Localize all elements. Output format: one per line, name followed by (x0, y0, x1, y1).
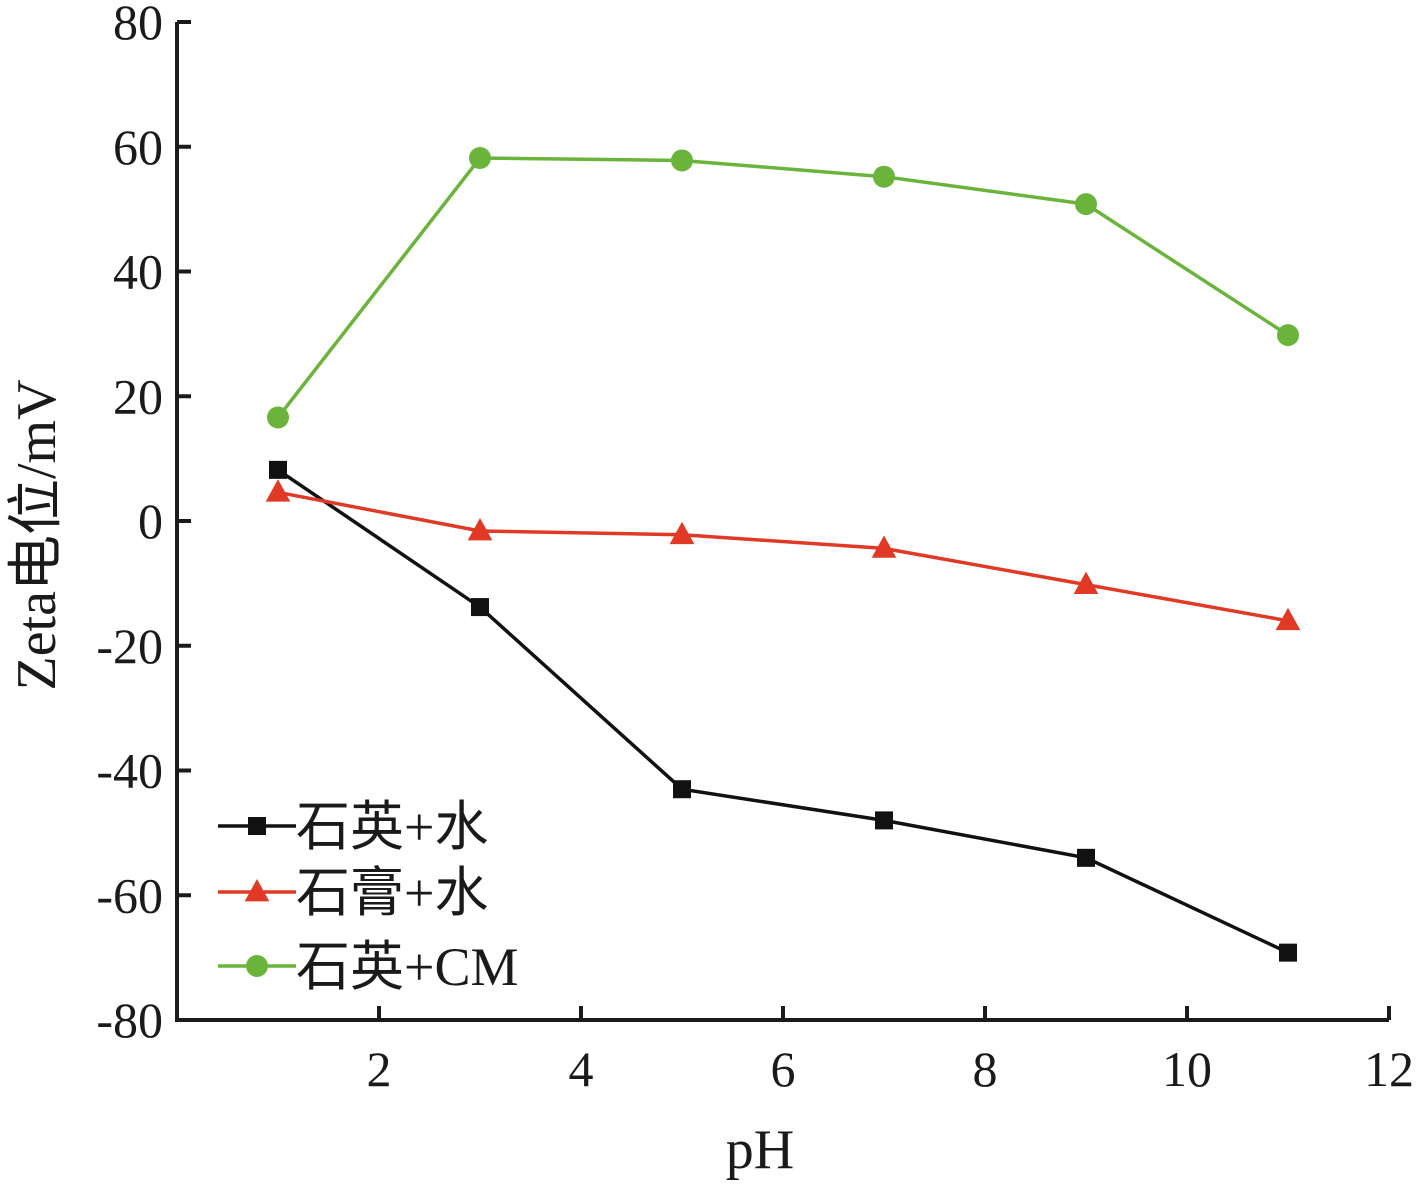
legend-marker (248, 817, 266, 835)
data-point-quartz-cm (873, 165, 895, 188)
data-point-quartz-cm (1075, 193, 1097, 216)
x-tick-label: 12 (1364, 1041, 1414, 1097)
y-tick-label: -80 (96, 992, 163, 1048)
x-tick-label: 4 (569, 1041, 594, 1097)
data-point-gypsum-water (1275, 607, 1301, 631)
x-tick-label: 6 (771, 1041, 796, 1097)
y-tick-label: 20 (113, 368, 163, 424)
series-quartz-cm (267, 146, 1299, 429)
data-point-quartz-cm (469, 146, 491, 169)
y-tick-label: 40 (113, 244, 163, 300)
ticks-layer: 80 60 40 20 0 -20 -40 -60 -80 2 4 6 8 10 12 (96, 0, 1414, 1097)
y-tick-label: 0 (138, 493, 163, 549)
data-point-quartz-water (471, 598, 489, 617)
data-point-gypsum-water (265, 479, 291, 502)
x-tick-label: 2 (367, 1041, 392, 1097)
data-point-quartz-cm (267, 406, 289, 429)
legend-item-gypsum-water: 石膏+水 (218, 863, 488, 923)
data-point-gypsum-water (669, 521, 695, 545)
series-line-quartz-water (277, 468, 1289, 955)
legend-item-quartz-cm: 石英+CM (218, 937, 519, 997)
x-tick-label: 10 (1162, 1041, 1212, 1097)
series-quartz-water (269, 460, 1297, 962)
y-tick-label: -40 (96, 743, 163, 799)
y-tick-label: 60 (113, 119, 163, 175)
data-point-quartz-water (269, 460, 287, 479)
y-tick-label: -60 (96, 867, 163, 923)
data-point-quartz-cm (671, 149, 693, 172)
data-point-quartz-water (875, 811, 893, 830)
data-point-gypsum-water (871, 535, 897, 558)
data-point-quartz-water (1077, 848, 1095, 867)
legend-label: 石膏+水 (296, 863, 488, 923)
legend-marker (246, 955, 268, 977)
y-tick-label: -20 (96, 618, 163, 674)
series-layer (265, 146, 1301, 962)
legend-label: 石英+水 (296, 797, 488, 857)
x-tick-label: 8 (973, 1041, 998, 1097)
series-line-quartz-cm (276, 156, 1289, 419)
legend-marker (244, 879, 270, 902)
y-tick-label: 80 (113, 0, 163, 50)
legend-label: 石英+CM (296, 937, 519, 997)
data-point-gypsum-water (467, 517, 493, 541)
y-axis-title: Zeta电位/mV (6, 379, 68, 690)
legend: 石英+水石膏+水石英+CM (218, 797, 519, 997)
series-gypsum-water (265, 479, 1301, 631)
series-line-gypsum-water (277, 490, 1289, 623)
data-point-quartz-water (673, 780, 691, 799)
data-point-quartz-water (1279, 943, 1297, 962)
data-point-quartz-cm (1277, 324, 1299, 347)
data-point-gypsum-water (1073, 571, 1099, 594)
x-axis-title: pH (726, 1119, 794, 1181)
legend-item-quartz-water: 石英+水 (218, 797, 488, 857)
